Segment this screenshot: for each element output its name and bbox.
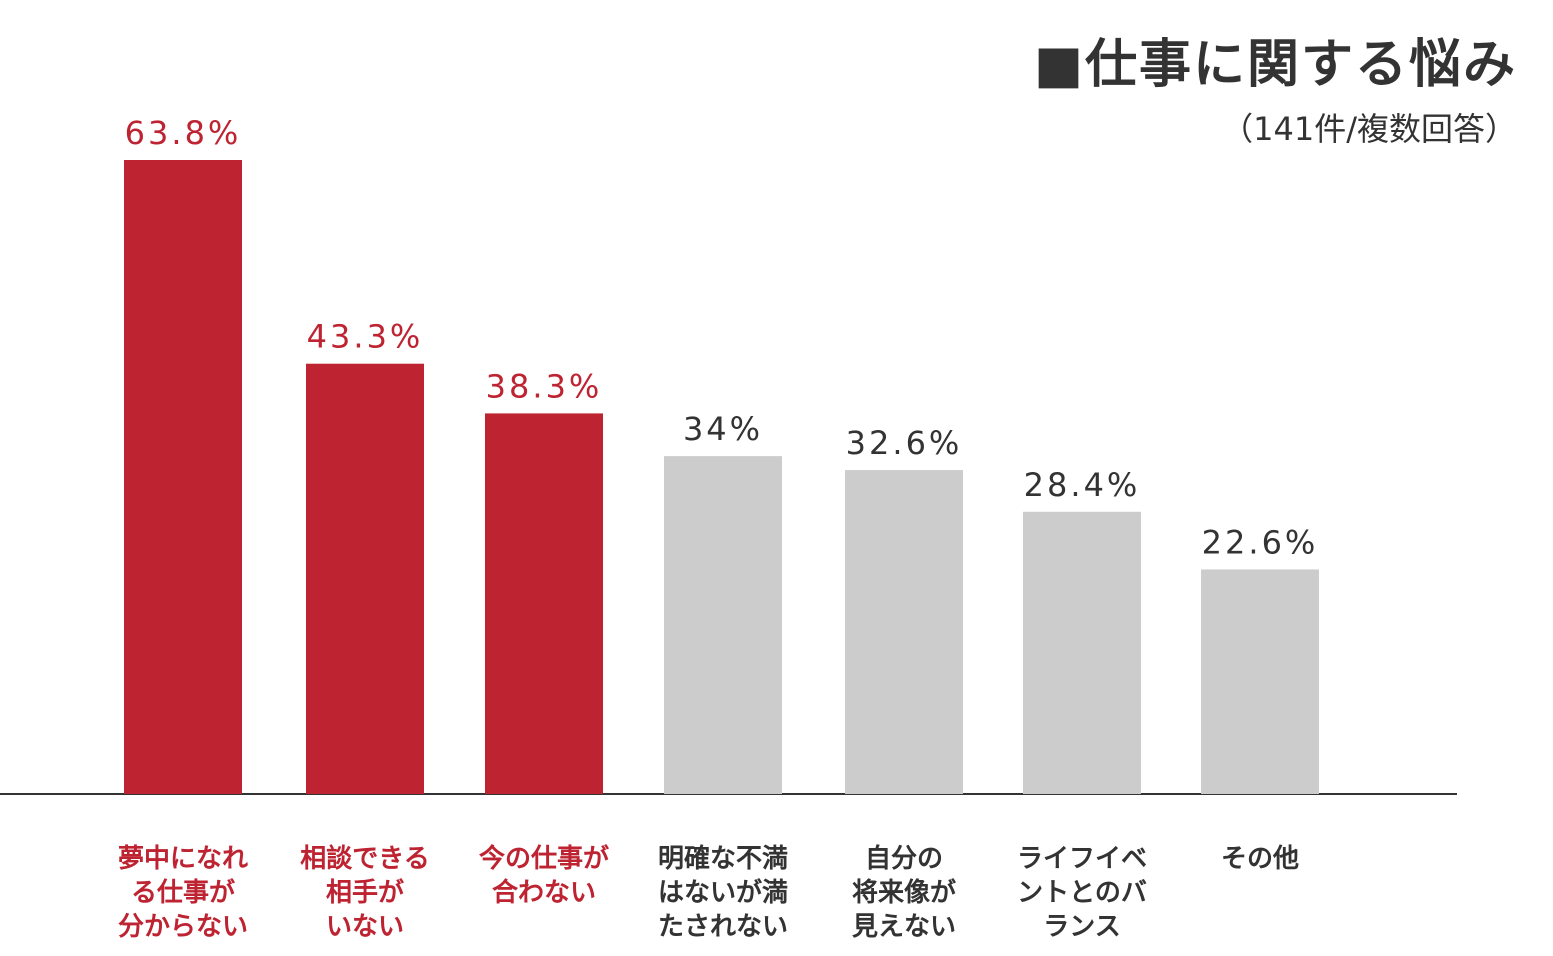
value-label-2: 43.3% xyxy=(307,318,424,356)
chart-title: ■仕事に関する悩み xyxy=(1033,35,1517,95)
category-label-2: 相談できる 相手が いない xyxy=(300,844,430,942)
bar-5 xyxy=(845,470,963,794)
category-label-4: 明確な不満 はないが満 たされない xyxy=(657,844,788,942)
bar-6 xyxy=(1023,511,1141,794)
category-label-5: 自分の 将来像が 見えない xyxy=(851,844,956,942)
bar-1 xyxy=(124,160,242,794)
bar-7 xyxy=(1201,569,1319,794)
value-label-7: 22.6% xyxy=(1202,523,1319,561)
value-label-1: 63.8% xyxy=(125,114,242,152)
category-label-6: ライフイベ ントとのバ ランス xyxy=(1016,844,1147,942)
chart-subtitle: （141件/複数回答） xyxy=(1221,110,1517,148)
bar-2 xyxy=(306,363,424,794)
bar-4 xyxy=(664,456,782,794)
bar-3 xyxy=(485,413,603,794)
value-label-4: 34% xyxy=(683,410,763,448)
value-label-6: 28.4% xyxy=(1024,466,1141,504)
value-label-3: 38.3% xyxy=(486,367,603,405)
category-label-1: 夢中になれ る仕事が 分からない xyxy=(117,844,248,942)
category-label-7: その他 xyxy=(1220,844,1299,874)
category-label-3: 今の仕事が 合わない xyxy=(478,844,609,908)
value-label-5: 32.6% xyxy=(846,424,963,462)
